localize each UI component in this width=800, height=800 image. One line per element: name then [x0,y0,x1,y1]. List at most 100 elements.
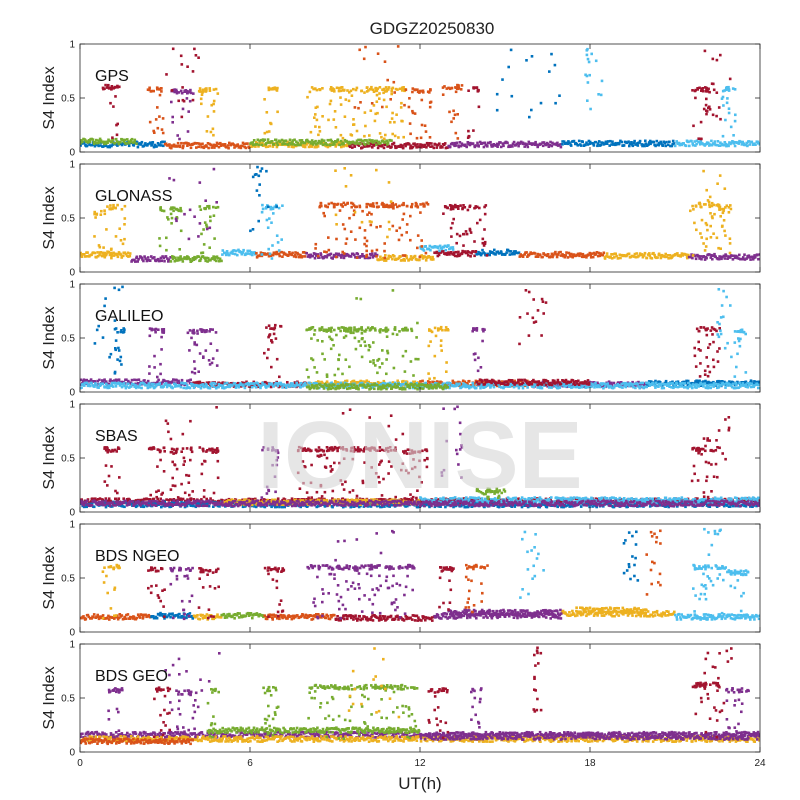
data-point [578,254,581,258]
data-point [504,385,508,388]
data-point [172,178,176,182]
data-point [723,229,726,233]
data-point [605,254,608,258]
data-point [702,380,705,383]
data-point [513,252,516,256]
data-point [162,330,166,333]
data-point [256,138,260,142]
data-point [461,207,464,211]
data-point [637,380,640,384]
data-point [584,143,587,147]
data-point [615,143,618,146]
data-point [272,143,276,146]
data-point [265,111,269,114]
data-point [263,138,267,142]
data-point [532,385,535,388]
data-point [343,167,346,170]
data-point [386,349,389,353]
data-points [80,405,760,509]
data-point [450,120,453,124]
data-point [216,92,220,95]
data-point [734,113,737,117]
data-point [750,382,754,385]
data-point [139,500,142,503]
data-point [86,141,90,144]
data-point [267,86,271,90]
data-point [327,202,331,206]
data-point [586,143,590,146]
data-point [268,252,272,256]
data-point [507,385,510,388]
data-point [586,81,590,84]
panel-label: GLONASS [95,188,172,205]
data-point [488,380,492,384]
data-point [310,357,313,360]
data-point [344,254,347,258]
data-point [306,140,310,143]
data-point [668,254,672,257]
data-point [184,382,187,385]
data-point [257,219,260,223]
data-point [218,257,222,261]
data-point [446,206,449,209]
data-point [239,251,243,254]
data-point [625,141,629,145]
data-point [348,365,351,369]
data-point [696,87,699,90]
data-point [599,93,603,97]
data-point [156,380,159,384]
data-point [608,144,611,147]
data-point [288,143,292,146]
y-axis-label: S4 Index [41,306,58,369]
data-point [239,382,242,385]
data-point [354,88,358,92]
data-point [374,252,377,255]
data-point [109,204,112,207]
data-point [114,95,117,98]
data-point [733,386,737,390]
data-point [420,98,424,102]
data-point [425,201,428,205]
data-point [399,143,403,147]
data-point [226,252,229,255]
data-point [104,297,107,300]
data-point [470,252,473,255]
data-point [275,205,278,208]
data-point [346,387,349,391]
data-point [407,142,411,146]
data-point [713,212,716,216]
data-point [523,253,526,256]
data-point [318,130,322,133]
data-point [109,352,113,356]
data-point [411,256,415,260]
data-point [204,259,207,263]
data-point [338,386,342,390]
data-point [159,207,162,210]
data-point [420,146,423,149]
data-point [717,257,721,261]
data-point [547,386,551,389]
data-point [439,145,443,148]
data-point [631,144,635,148]
data-point [302,251,306,254]
data-point [699,232,702,235]
data-point [702,242,705,245]
data-point [414,357,417,361]
data-point [161,255,164,258]
data-point [103,251,107,255]
data-point [384,133,387,137]
data-point [699,205,702,209]
data-point [743,258,747,261]
data-point [265,169,268,173]
data-point [697,381,701,384]
data-point [738,385,742,388]
data-point [686,379,690,383]
data-point [632,255,636,258]
data-point [401,329,405,332]
data-point [716,143,719,147]
data-point [544,301,548,304]
data-point [107,497,111,500]
data-point [601,141,605,145]
data-point [474,386,478,390]
data-point [547,145,551,148]
